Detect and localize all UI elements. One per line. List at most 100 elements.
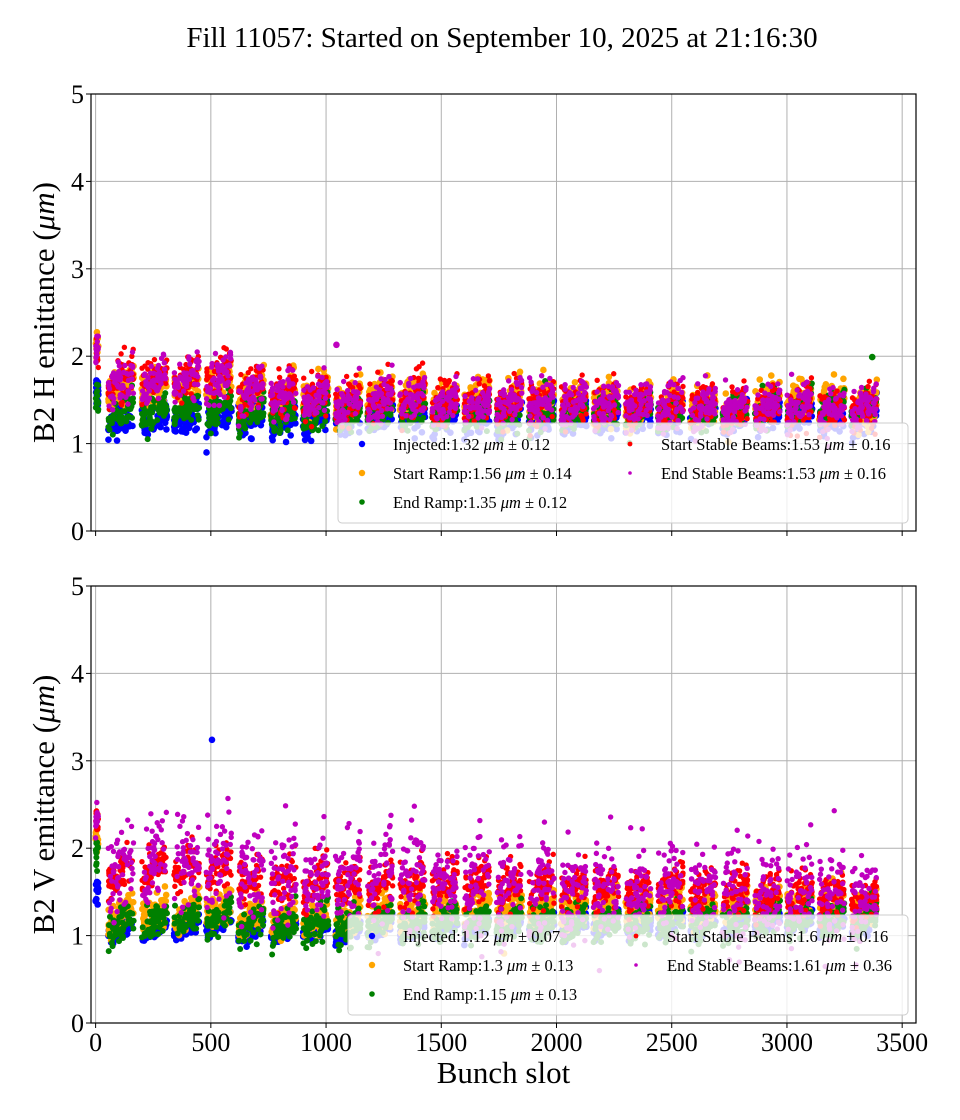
data-point <box>194 412 201 419</box>
data-point <box>571 379 579 386</box>
data-point <box>179 400 185 406</box>
data-point <box>311 417 318 424</box>
data-point <box>796 375 803 383</box>
data-point <box>292 405 298 412</box>
data-point <box>287 432 294 439</box>
data-point <box>238 371 244 378</box>
data-point <box>526 396 532 402</box>
data-point <box>343 373 350 380</box>
data-point <box>154 406 161 413</box>
data-point <box>437 376 444 382</box>
data-point <box>93 389 100 396</box>
data-point <box>308 423 315 430</box>
data-point <box>485 373 492 379</box>
data-point <box>248 366 254 372</box>
data-point <box>767 372 775 379</box>
data-point <box>302 418 309 425</box>
data-point <box>353 417 360 424</box>
data-point <box>276 374 283 381</box>
data-point <box>140 413 147 420</box>
data-point <box>154 417 161 424</box>
data-point <box>516 412 523 419</box>
data-point <box>579 415 586 421</box>
data-point <box>203 449 210 456</box>
data-point <box>240 421 247 428</box>
data-point <box>118 402 125 408</box>
data-point <box>284 427 291 434</box>
data-point <box>249 415 256 422</box>
data-point <box>228 388 234 394</box>
data-point <box>419 360 426 366</box>
data-point <box>322 418 329 425</box>
data-point <box>236 430 243 437</box>
data-point <box>203 433 210 441</box>
data-point <box>611 371 617 377</box>
data-point <box>163 380 169 387</box>
data-point <box>291 415 298 422</box>
data-point <box>333 391 339 397</box>
data-point <box>173 408 180 415</box>
data-point <box>467 384 474 391</box>
data-point <box>210 409 217 416</box>
data-point <box>583 411 589 417</box>
data-point <box>207 430 214 437</box>
data-point <box>207 420 214 427</box>
data-point <box>186 409 193 416</box>
data-point <box>146 417 153 424</box>
data-point <box>93 401 100 408</box>
data-point <box>756 376 764 383</box>
data-point <box>540 366 547 374</box>
data-point <box>223 346 229 352</box>
data-point <box>181 415 188 422</box>
data-point <box>114 416 121 423</box>
data-point <box>118 351 124 357</box>
data-point <box>282 438 290 446</box>
data-point <box>113 437 121 444</box>
data-point <box>139 401 145 408</box>
data-point <box>445 379 452 386</box>
data-point <box>144 436 151 443</box>
data-point <box>830 371 838 378</box>
data-point <box>345 381 352 387</box>
data-point <box>113 427 121 435</box>
data-point <box>225 416 232 423</box>
data-point <box>109 431 116 438</box>
data-point <box>301 375 307 381</box>
data-point <box>129 395 136 402</box>
data-point <box>248 435 255 443</box>
data-point <box>840 375 847 383</box>
data-point <box>255 413 262 420</box>
data-point <box>594 377 600 384</box>
data-point <box>308 368 315 375</box>
data-point <box>162 390 169 397</box>
data-point <box>171 426 178 433</box>
data-point <box>413 366 420 372</box>
data-point <box>315 365 322 373</box>
data-point <box>163 426 170 433</box>
data-point <box>486 377 493 384</box>
data-point <box>149 409 156 416</box>
data-point <box>191 426 199 434</box>
data-point <box>287 421 295 429</box>
data-point <box>214 415 221 422</box>
data-point <box>180 424 187 432</box>
data-point <box>196 404 203 411</box>
data-point <box>353 372 359 378</box>
data-point <box>162 410 169 417</box>
data-point <box>151 356 158 363</box>
data-point <box>276 366 282 372</box>
data-point <box>276 430 283 437</box>
data-point <box>119 408 126 415</box>
data-point <box>549 413 555 420</box>
figure-title: Fill 11057: Started on September 10, 202… <box>186 22 818 54</box>
data-point <box>106 426 113 433</box>
data-point <box>204 366 210 372</box>
data-point <box>323 413 329 419</box>
data-point <box>213 421 220 428</box>
data-point <box>121 344 128 350</box>
data-point <box>367 381 373 387</box>
data-point <box>435 384 441 391</box>
data-point <box>95 364 102 371</box>
